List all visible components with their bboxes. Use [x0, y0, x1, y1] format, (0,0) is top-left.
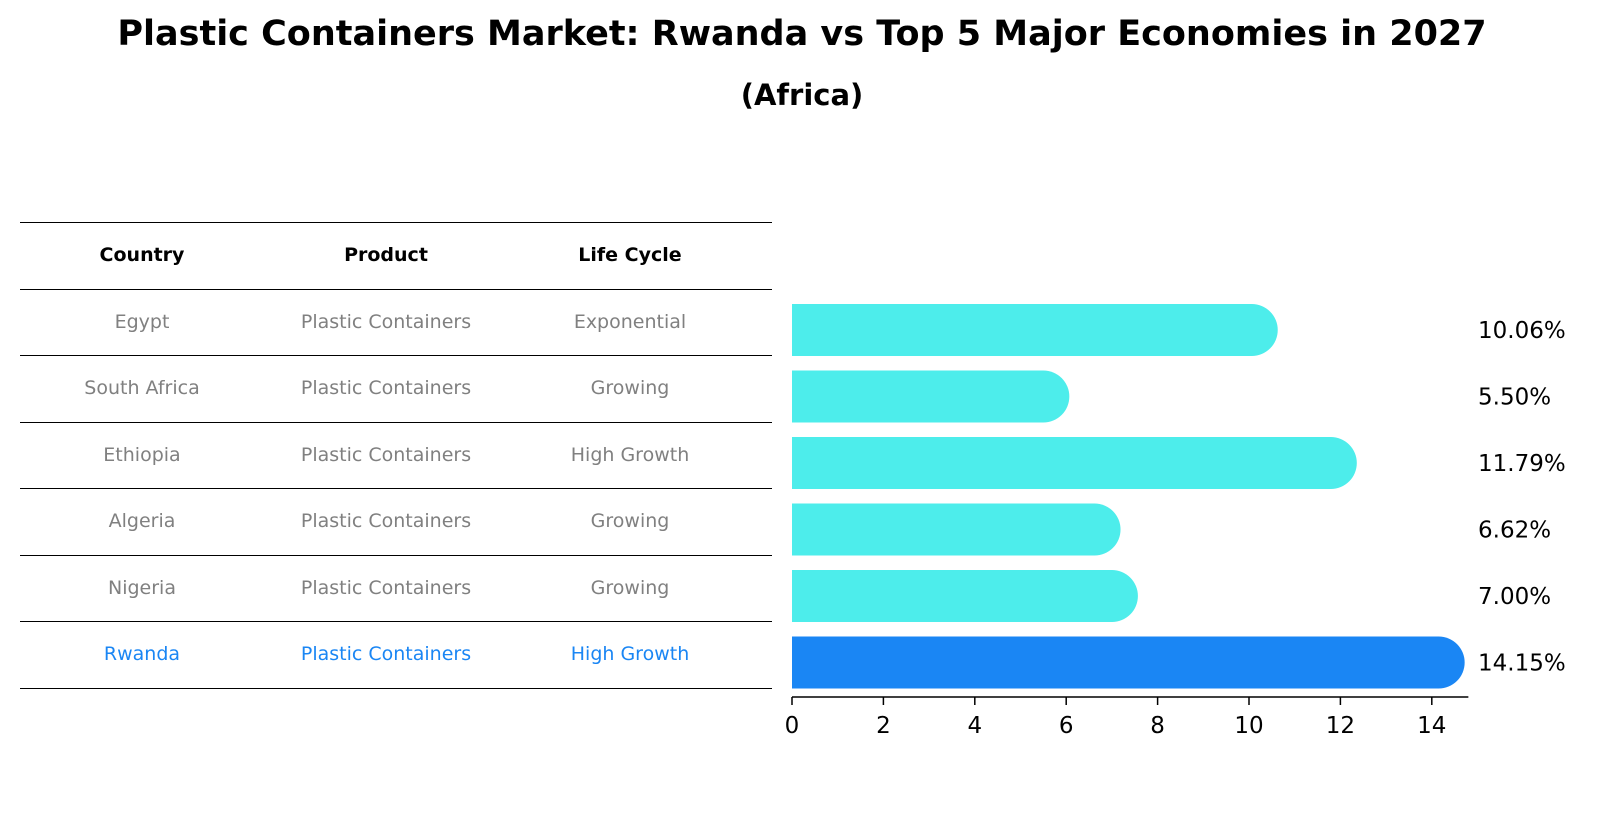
x-tick-label: 0	[785, 713, 800, 739]
table-cell-country: South Africa	[84, 377, 200, 400]
x-tick-label: 12	[1326, 713, 1355, 739]
table-header: Life Cycle	[578, 244, 682, 267]
table-cell-country: Egypt	[114, 310, 170, 333]
table-rule	[20, 554, 772, 556]
table-cell-country: Nigeria	[108, 576, 176, 599]
bar-rwanda	[792, 636, 1465, 689]
table-rule	[20, 421, 772, 423]
chart-title: Plastic Containers Market: Rwanda vs Top…	[117, 14, 1487, 54]
table-cell-country: Ethiopia	[103, 443, 181, 466]
table-cell-life-cycle: Exponential	[573, 310, 687, 333]
bar-ethiopia	[792, 437, 1357, 489]
bar-value-label: 14.15%	[1478, 651, 1566, 677]
table-cell-product: Plastic Containers	[300, 310, 472, 333]
chart-subtitle: (Africa)	[740, 78, 864, 112]
bar-value-label: 11.79%	[1478, 451, 1566, 477]
table-cell-life-cycle: Growing	[590, 377, 670, 400]
table-rule	[20, 288, 772, 290]
bar-value-label: 7.00%	[1478, 584, 1551, 610]
table-cell-life-cycle: High Growth	[570, 643, 690, 666]
table-cell-life-cycle: Growing	[590, 510, 670, 533]
table-rule	[20, 687, 772, 689]
table-rule	[20, 222, 772, 223]
table-cell-product: Plastic Containers	[300, 576, 472, 599]
bar-value-label: 5.50%	[1478, 385, 1551, 411]
table-header: Product	[344, 244, 428, 267]
table-cell-country: Algeria	[108, 510, 176, 533]
bar-south-africa	[792, 370, 1070, 423]
bar-algeria	[792, 503, 1121, 556]
table-cell-product: Plastic Containers	[300, 377, 472, 400]
x-tick-label: 14	[1417, 713, 1446, 739]
table-cell-product: Plastic Containers	[300, 643, 472, 666]
bar-egypt	[792, 304, 1278, 356]
x-tick-label: 10	[1234, 713, 1263, 739]
table-cell-product: Plastic Containers	[300, 510, 472, 533]
bar-nigeria	[792, 570, 1138, 622]
table-rule	[20, 621, 772, 622]
bar-value-label: 6.62%	[1478, 518, 1551, 544]
table-rule	[20, 355, 772, 356]
bar-value-label: 10.06%	[1478, 318, 1566, 344]
table-cell-product: Plastic Containers	[300, 443, 472, 466]
x-tick-label: 8	[1150, 713, 1165, 739]
x-tick-label: 2	[876, 713, 891, 739]
table-header: Country	[99, 244, 185, 267]
table-cell-life-cycle: High Growth	[570, 443, 690, 466]
table-cell-country: Rwanda	[103, 643, 181, 666]
x-tick-label: 6	[1059, 713, 1074, 739]
x-tick-label: 4	[967, 713, 982, 739]
table-cell-life-cycle: Growing	[590, 576, 670, 599]
table-rule	[20, 488, 772, 489]
